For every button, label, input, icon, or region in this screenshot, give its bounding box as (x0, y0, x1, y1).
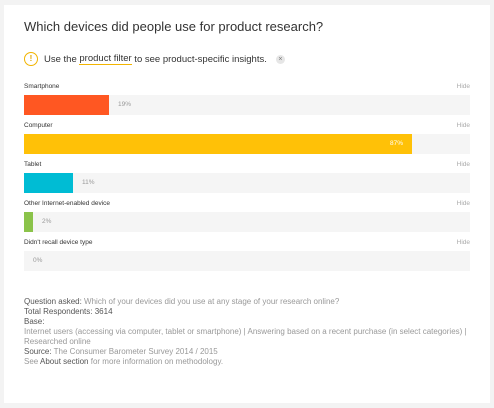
question-card: Which devices did people use for product… (4, 5, 490, 403)
question-text: Which of your devices did you use at any… (84, 297, 340, 306)
bar-row-other-internet-enabled-device: Other Internet-enabled device Hide 2% (24, 200, 470, 239)
category-label-smartphone: Smartphone (24, 83, 60, 90)
methodology-footer: Question asked: Which of your devices di… (24, 297, 472, 367)
device-bar-chart: Smartphone Hide 19% Computer Hide 87% Tablet Hi… (24, 83, 470, 278)
bar-track-other-internet-enabled-device: 2% (24, 212, 470, 232)
value-label-didn-t-recall-device-type: 0% (33, 257, 43, 264)
source-label: Source: (24, 347, 52, 356)
product-filter-notice: ! Use the product filter to see product-… (24, 49, 285, 69)
respondents-count: 3614 (94, 307, 113, 316)
value-label-computer: 87% (390, 140, 404, 147)
value-label-tablet: 11% (82, 179, 95, 186)
bar-row-tablet: Tablet Hide 11% (24, 161, 470, 200)
bar-tablet (24, 173, 73, 193)
category-label-computer: Computer (24, 122, 53, 129)
bar-row-computer: Computer Hide 87% (24, 122, 470, 161)
base-label: Base: (24, 317, 45, 326)
see-suffix: for more information on methodology. (88, 357, 224, 366)
hide-button-tablet[interactable]: Hide (456, 161, 470, 168)
category-label-other-internet-enabled-device: Other Internet-enabled device (24, 200, 110, 207)
bar-other-internet-enabled-device (24, 212, 33, 232)
bar-track-didn-t-recall-device-type: 0% (24, 251, 470, 271)
bar-track-computer: 87% (24, 134, 470, 154)
notice-prefix: Use the (44, 53, 80, 65)
exclamation-icon: ! (24, 52, 38, 66)
respondents-label: Total Respondents: (24, 307, 93, 316)
source-text: The Consumer Barometer Survey 2014 / 201… (53, 347, 218, 356)
value-label-other-internet-enabled-device: 2% (42, 218, 52, 225)
notice-suffix: to see product-specific insights. (131, 53, 267, 65)
bar-row-smartphone: Smartphone Hide 19% (24, 83, 470, 122)
base-text: Internet users (accessing via computer, … (24, 327, 467, 346)
value-label-smartphone: 19% (118, 101, 132, 108)
bar-track-tablet: 11% (24, 173, 470, 193)
chart-title: Which devices did people use for product… (24, 19, 324, 34)
bar-track-smartphone: 19% (24, 95, 470, 115)
see-prefix: See (24, 357, 41, 366)
hide-button-other-internet-enabled-device[interactable]: Hide (456, 200, 470, 207)
product-filter-link[interactable]: product filter (79, 53, 132, 65)
close-icon[interactable]: × (275, 54, 285, 64)
bar-computer (24, 134, 412, 154)
category-label-tablet: Tablet (24, 161, 42, 168)
about-section-link[interactable]: About section (40, 357, 89, 366)
bar-row-didn-t-recall-device-type: Didn't recall device type Hide 0% (24, 239, 470, 278)
bar-smartphone (24, 95, 109, 115)
question-label: Question asked: (24, 297, 82, 306)
hide-button-smartphone[interactable]: Hide (456, 83, 470, 90)
hide-button-didn-t-recall-device-type[interactable]: Hide (456, 239, 470, 246)
hide-button-computer[interactable]: Hide (456, 122, 470, 129)
category-label-didn-t-recall-device-type: Didn't recall device type (24, 239, 93, 246)
